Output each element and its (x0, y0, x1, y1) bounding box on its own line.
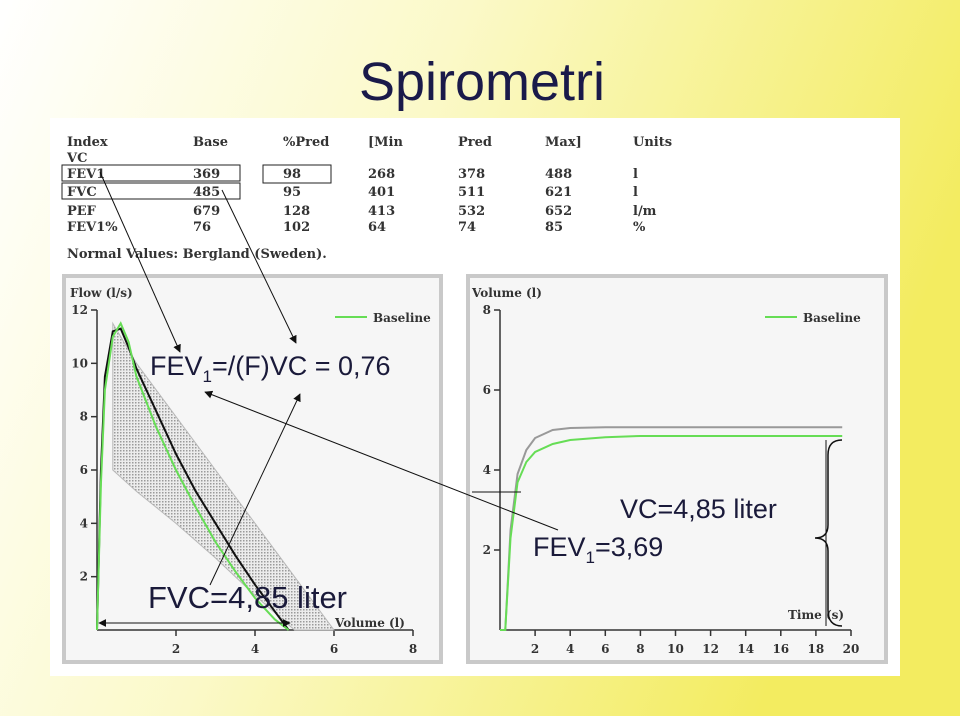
x-tick-label: 2 (172, 642, 180, 656)
annotation-sub: 1 (586, 548, 595, 567)
x-tick-label: 4 (251, 642, 259, 656)
y-axis-label: Volume (l) (471, 286, 542, 300)
annotation-sub: 1 (203, 367, 212, 386)
brace (814, 439, 843, 627)
table-cell: 652 (545, 204, 572, 219)
y-tick-label: 10 (71, 356, 88, 370)
table-cell: 511 (458, 185, 485, 200)
y-tick-label: 6 (483, 383, 491, 397)
highlight-box (61, 164, 241, 182)
normal-range (112, 321, 335, 631)
table-cell: 85 (545, 220, 563, 235)
table-header: Units (633, 135, 672, 150)
table-note: Normal Values: Bergland (Sweden). (67, 247, 327, 262)
series-line (96, 327, 290, 631)
x-tick-label: 14 (737, 642, 754, 656)
table-cell: 679 (193, 204, 220, 219)
annotation: FVC=4,85 liter (148, 580, 347, 615)
table-cell: 378 (458, 167, 485, 182)
table-cell: l (633, 185, 638, 200)
x-tick-label: 18 (808, 642, 825, 656)
y-tick-label: 4 (80, 516, 88, 530)
table-cell: % (633, 220, 646, 235)
table-cell: l/m (633, 204, 657, 219)
arrow (204, 390, 559, 531)
y-tick-label: 8 (80, 410, 88, 424)
table-cell: FVC (67, 185, 97, 200)
slide-title: Spirometri (359, 52, 605, 112)
table-cell: 621 (545, 185, 572, 200)
y-tick-label: 12 (71, 303, 88, 317)
chart-panel (466, 274, 888, 664)
x-tick-label: 8 (409, 642, 417, 656)
table-cell: 95 (283, 185, 301, 200)
table-cell: 98 (283, 167, 301, 182)
x-tick-label: 12 (702, 642, 719, 656)
table-cell: 128 (283, 204, 310, 219)
highlight-box (262, 164, 332, 184)
table-cell: 268 (368, 167, 395, 182)
table-cell: 74 (458, 220, 476, 235)
legend-label: Baseline (373, 311, 431, 325)
table-cell: 532 (458, 204, 485, 219)
table-cell: 413 (368, 204, 395, 219)
x-tick-label: 6 (601, 642, 609, 656)
annotation-text: =/(F)VC = 0,76 (212, 351, 391, 381)
table-header: %Pred (283, 135, 329, 150)
table-cell: 64 (368, 220, 386, 235)
table-cell: 488 (545, 167, 572, 182)
table-cell: VC (66, 151, 87, 166)
y-tick-label: 4 (483, 463, 491, 477)
annotation: VC=4,85 liter (620, 494, 777, 524)
table-cell: l (633, 167, 638, 182)
x-tick-label: 20 (843, 642, 860, 656)
x-axis-label: Volume (l) (334, 616, 405, 630)
y-tick-label: 8 (483, 303, 491, 317)
table-header: Index (67, 135, 108, 150)
arrow (209, 393, 301, 586)
annotation: FEV1=3,69 (533, 532, 663, 567)
legend-label: Baseline (803, 311, 861, 325)
table-cell: 369 (193, 167, 220, 182)
table-cell: FEV1 (67, 167, 105, 182)
arrow (99, 171, 181, 353)
y-tick-label: 6 (80, 463, 88, 477)
x-tick-label: 8 (636, 642, 644, 656)
arrow (221, 189, 297, 344)
table-header: Pred (458, 135, 492, 150)
y-axis-label: Flow (l/s) (70, 286, 133, 300)
table-header: [Min (368, 135, 403, 150)
table-cell: 485 (193, 185, 220, 200)
table-cell: 76 (193, 220, 211, 235)
x-tick-label: 2 (531, 642, 539, 656)
annotation-text: =3,69 (595, 532, 663, 562)
x-tick-label: 16 (772, 642, 789, 656)
x-tick-label: 6 (330, 642, 338, 656)
table-cell: PEF (67, 204, 97, 219)
table-cell: 102 (283, 220, 310, 235)
annotation-text: FEV (533, 532, 586, 562)
x-tick-label: 4 (566, 642, 574, 656)
table-cell: FEV1% (67, 220, 118, 235)
table-cell: 401 (368, 185, 395, 200)
annotation-text: FEV (150, 351, 203, 381)
y-tick-label: 2 (80, 570, 88, 584)
x-tick-label: 10 (667, 642, 684, 656)
series-line (500, 435, 843, 631)
annotation: FEV1=/(F)VC = 0,76 (150, 351, 391, 386)
series-line (96, 321, 290, 631)
table-header: Max] (545, 135, 582, 150)
table-header: Base (193, 135, 228, 150)
y-tick-label: 2 (483, 543, 491, 557)
x-axis-label: Time (s) (788, 608, 844, 622)
highlight-box (61, 182, 241, 200)
